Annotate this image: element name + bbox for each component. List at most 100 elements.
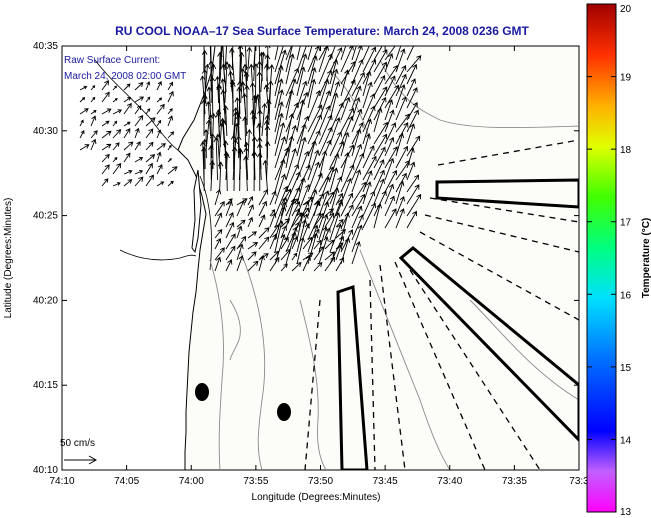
- current-arrow: [274, 46, 284, 73]
- current-arrow: [225, 212, 234, 228]
- current-arrow: [274, 173, 287, 205]
- current-arrow: [123, 169, 133, 175]
- current-arrow: [406, 210, 417, 229]
- current-arrow: [406, 123, 416, 145]
- current-arrow: [351, 205, 363, 229]
- current-arrow: [101, 130, 112, 139]
- y-tick-label: 40:15: [33, 380, 58, 391]
- current-arrow: [395, 132, 405, 157]
- current-arrow: [395, 73, 407, 97]
- wedge-upper: [435, 178, 579, 209]
- current-arrow: [324, 256, 336, 272]
- current-arrow: [362, 145, 375, 169]
- current-arrow: [261, 102, 268, 137]
- current-arrow: [384, 122, 397, 145]
- current-arrow: [307, 140, 317, 169]
- current-arrow: [307, 149, 320, 181]
- current-arrow: [101, 91, 110, 103]
- current-arrow: [318, 214, 329, 241]
- current-arrow: [134, 127, 140, 139]
- current-arrow: [280, 248, 291, 261]
- current-arrow: [318, 176, 331, 205]
- scale-arrow-head: [88, 455, 98, 465]
- current-arrow: [351, 143, 363, 169]
- current-arrow: [362, 105, 376, 133]
- current-arrow: [203, 128, 209, 159]
- current-arrow: [208, 60, 214, 104]
- current-arrow: [406, 78, 416, 97]
- current-arrow: [219, 117, 226, 148]
- current-arrow: [351, 85, 362, 109]
- current-arrow: [230, 134, 237, 170]
- x-tick-label: 73:40: [437, 476, 462, 487]
- current-arrow: [340, 212, 350, 241]
- current-arrow: [395, 96, 407, 121]
- current-arrow: [145, 154, 156, 163]
- current-arrow: [214, 256, 222, 272]
- current-arrow: [101, 80, 110, 91]
- current-arrow: [145, 141, 154, 151]
- current-arrow: [362, 93, 376, 121]
- current-arrow: [262, 159, 269, 192]
- current-arrow: [335, 219, 344, 228]
- current-arrow: [112, 85, 118, 91]
- current-arrow: [209, 133, 216, 170]
- current-arrow: [395, 145, 409, 169]
- current-arrow: [123, 141, 134, 151]
- current-arrow: [274, 185, 289, 217]
- current-arrow: [373, 61, 387, 85]
- current-arrow: [258, 214, 266, 228]
- current-arrow: [247, 231, 257, 239]
- current-arrow: [156, 143, 166, 151]
- current-arrow: [236, 219, 246, 228]
- current-arrow: [335, 244, 343, 261]
- current-arrow: [395, 208, 405, 229]
- current-arrow: [384, 75, 396, 97]
- current-arrow: [285, 231, 297, 265]
- current-arrow: [291, 261, 302, 272]
- current-arrow: [134, 141, 141, 151]
- dash-7: [424, 214, 579, 253]
- current-arrow: [167, 81, 174, 91]
- marker-dot-1: [195, 383, 209, 401]
- current-arrow: [79, 108, 89, 115]
- current-arrow: [324, 191, 335, 206]
- current-arrow: [274, 46, 279, 61]
- current-arrow: [236, 199, 245, 217]
- current-arrow: [79, 96, 86, 103]
- current-arrow: [214, 229, 223, 239]
- current-arrow: [90, 96, 96, 103]
- current-arrow: [222, 140, 229, 170]
- current-arrow: [280, 263, 288, 272]
- current-arrow: [246, 128, 253, 159]
- current-arrow: [285, 46, 292, 61]
- current-arrow: [384, 195, 395, 217]
- current-arrow: [373, 178, 385, 205]
- current-arrow: [335, 192, 343, 206]
- current-arrow: [362, 70, 372, 97]
- current-arrow: [224, 61, 230, 104]
- colorbar-tick-label: 13: [620, 507, 632, 518]
- current-arrow: [112, 109, 123, 115]
- current-arrow: [231, 146, 238, 192]
- current-arrow: [145, 117, 156, 127]
- x-axis-ticks: 74:10 74:05 74:00 73:55 73:50 73:45 73:40 73:35…: [49, 46, 589, 487]
- current-arrow: [373, 86, 388, 109]
- current-arrow: [237, 147, 244, 192]
- current-arrow: [373, 146, 386, 169]
- current-arrow: [134, 157, 144, 163]
- dash-2: [369, 279, 376, 470]
- current-arrow: [274, 101, 284, 133]
- current-arrow: [156, 151, 162, 163]
- scale-arrow: [64, 455, 98, 465]
- dash-9: [437, 139, 579, 166]
- current-arrow: [167, 131, 175, 139]
- current-arrow: [362, 155, 377, 181]
- current-arrow: [395, 195, 405, 217]
- current-arrow: [384, 146, 398, 169]
- current-arrow: [280, 236, 289, 250]
- scale-label: 50 cm/s: [60, 438, 95, 449]
- current-arrow: [406, 109, 419, 133]
- current-arrow: [351, 97, 361, 121]
- current-arrow: [285, 46, 293, 73]
